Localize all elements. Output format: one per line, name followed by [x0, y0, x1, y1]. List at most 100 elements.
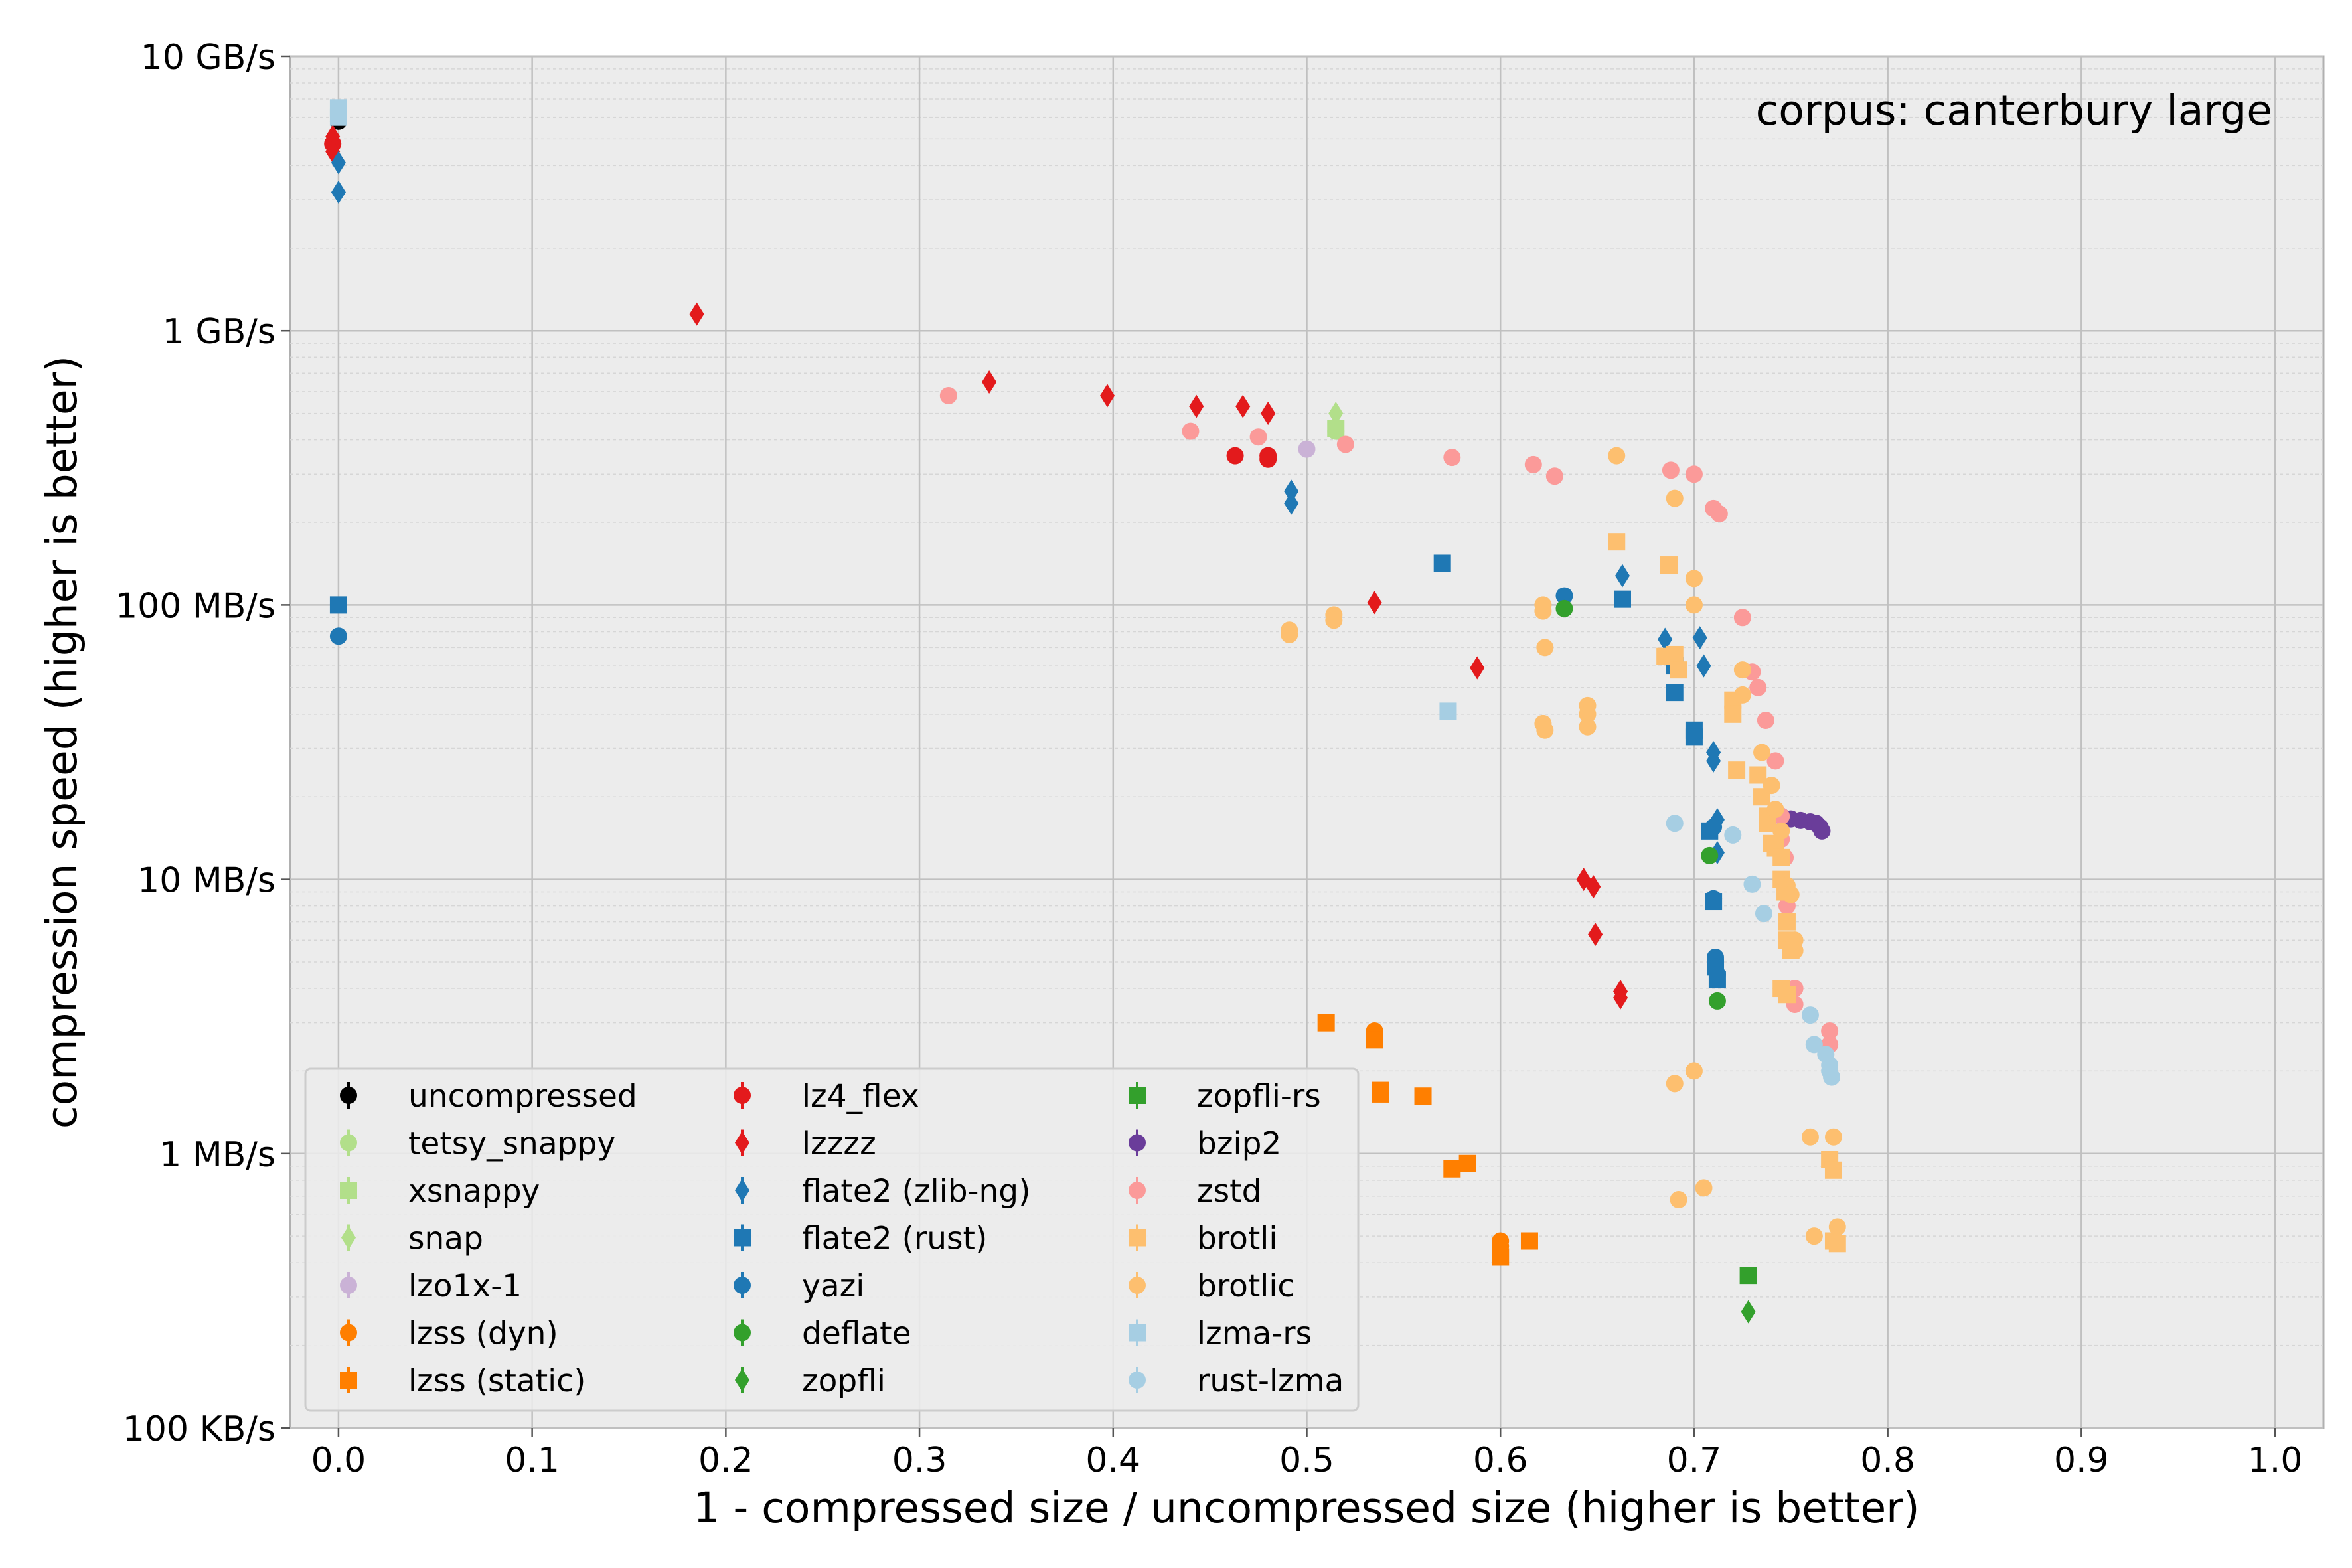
- data-point: [1670, 661, 1687, 679]
- legend-item: lz4_flex: [734, 1078, 919, 1115]
- x-tick-label: 0.7: [1667, 1441, 1722, 1480]
- legend-item: bzip2: [1129, 1126, 1281, 1162]
- data-point: [1608, 447, 1626, 465]
- legend-label: uncompressed: [408, 1078, 637, 1115]
- data-point: [1608, 533, 1626, 551]
- data-point: [1545, 467, 1563, 485]
- data-point: [1439, 702, 1457, 720]
- legend-item: deflate: [734, 1316, 911, 1352]
- legend-label: flate2 (zlib-ng): [802, 1173, 1030, 1210]
- legend-label: zstd: [1197, 1173, 1261, 1210]
- legend-marker: [1129, 1182, 1146, 1199]
- legend-label: xsnappy: [408, 1173, 540, 1210]
- data-point: [1524, 455, 1542, 473]
- data-point: [1743, 875, 1761, 893]
- data-point: [1706, 749, 1721, 773]
- data-point: [329, 627, 347, 645]
- legend-marker: [340, 1087, 357, 1104]
- legend-label: zopfli: [802, 1363, 886, 1399]
- legend-item: snap: [341, 1221, 483, 1257]
- legend-item: lzss (dyn): [340, 1316, 558, 1352]
- data-point: [1670, 1191, 1687, 1209]
- legend-marker: [1129, 1229, 1146, 1247]
- legend-item: brotli: [1129, 1221, 1277, 1257]
- data-point: [1685, 570, 1703, 588]
- legend-item: lzma-rs: [1129, 1316, 1312, 1352]
- legend-marker: [734, 1277, 751, 1294]
- legend-item: yazi: [734, 1268, 864, 1304]
- data-point: [1824, 1161, 1842, 1179]
- data-point: [1685, 728, 1703, 746]
- data-point: [1614, 564, 1630, 588]
- data-point: [1189, 394, 1204, 418]
- y-tick-label: 10 GB/s: [141, 38, 275, 78]
- data-point: [1724, 826, 1742, 844]
- x-tick-label: 0.8: [1860, 1441, 1915, 1480]
- data-point: [1366, 1031, 1383, 1049]
- legend-label: lz4_flex: [802, 1078, 919, 1115]
- data-point: [1778, 986, 1796, 1004]
- legend-item: xsnappy: [340, 1173, 540, 1210]
- data-point: [1666, 645, 1684, 663]
- data-point: [1458, 1154, 1476, 1172]
- legend-marker: [1129, 1277, 1146, 1294]
- legend-label: flate2 (rust): [802, 1221, 987, 1257]
- data-point: [1778, 913, 1796, 931]
- legend-label: yazi: [802, 1268, 864, 1304]
- data-point: [1801, 1128, 1819, 1146]
- data-point: [1520, 1232, 1538, 1250]
- legend-label: zopfli-rs: [1197, 1078, 1321, 1115]
- data-point: [1414, 1087, 1432, 1105]
- data-point: [1433, 554, 1451, 572]
- legend-label: tetsy_snappy: [408, 1126, 615, 1162]
- data-point: [1317, 1014, 1335, 1032]
- y-tick-label: 1 MB/s: [159, 1135, 275, 1175]
- legend-marker: [734, 1178, 750, 1202]
- legend-item: lzss (static): [340, 1363, 586, 1399]
- data-point: [1828, 1218, 1846, 1236]
- legend-marker: [734, 1229, 751, 1247]
- data-point: [1708, 992, 1726, 1010]
- data-point: [1536, 721, 1554, 739]
- data-point: [1367, 591, 1382, 615]
- data-point: [1733, 609, 1751, 627]
- x-axis-label: 1 - compressed size / uncompressed size …: [693, 1484, 1919, 1532]
- legend-item: brotlic: [1129, 1268, 1294, 1304]
- legend-item: lzzzz: [734, 1126, 876, 1162]
- data-point: [1613, 590, 1631, 608]
- data-point: [1692, 626, 1707, 650]
- legend-marker: [734, 1087, 751, 1104]
- x-tick-label: 0.4: [1085, 1441, 1140, 1480]
- legend-marker: [340, 1372, 357, 1389]
- legend-marker: [340, 1277, 357, 1294]
- data-point: [1613, 986, 1628, 1010]
- data-point: [1660, 556, 1678, 574]
- corpus-annotation: corpus: canterbury large: [1756, 86, 2272, 135]
- data-point: [1733, 686, 1751, 704]
- data-point: [1813, 822, 1831, 840]
- x-tick-label: 0.3: [892, 1441, 947, 1480]
- data-point: [1443, 1160, 1461, 1178]
- data-point: [1261, 402, 1276, 426]
- y-axis-ticks: 100 KB/s 1 MB/s 10 MB/s 100 MB/s 1 GB/s 10 GB…: [116, 38, 290, 1449]
- x-axis-ticks: 0.0 0.1 0.2 0.3 0.4 0.5 0.6 0.7 0.8 0.9 1.0: [311, 1428, 2302, 1480]
- x-tick-label: 0.0: [311, 1441, 366, 1480]
- legend-label: brotli: [1197, 1221, 1277, 1257]
- x-tick-label: 0.1: [505, 1441, 560, 1480]
- legend-label: deflate: [802, 1316, 911, 1352]
- data-point: [1741, 1300, 1756, 1324]
- data-point: [1492, 1248, 1510, 1266]
- data-point: [331, 151, 346, 175]
- data-point: [1555, 599, 1573, 617]
- data-point: [1182, 422, 1200, 440]
- legend-marker: [1129, 1087, 1146, 1104]
- data-point: [1259, 450, 1277, 468]
- data-point: [1298, 440, 1316, 458]
- legend-marker: [1129, 1324, 1146, 1342]
- legend-marker: [340, 1134, 357, 1152]
- legend-marker: [341, 1225, 356, 1250]
- data-point: [1579, 718, 1597, 736]
- data-point: [1824, 1128, 1842, 1146]
- data-point: [1757, 712, 1774, 730]
